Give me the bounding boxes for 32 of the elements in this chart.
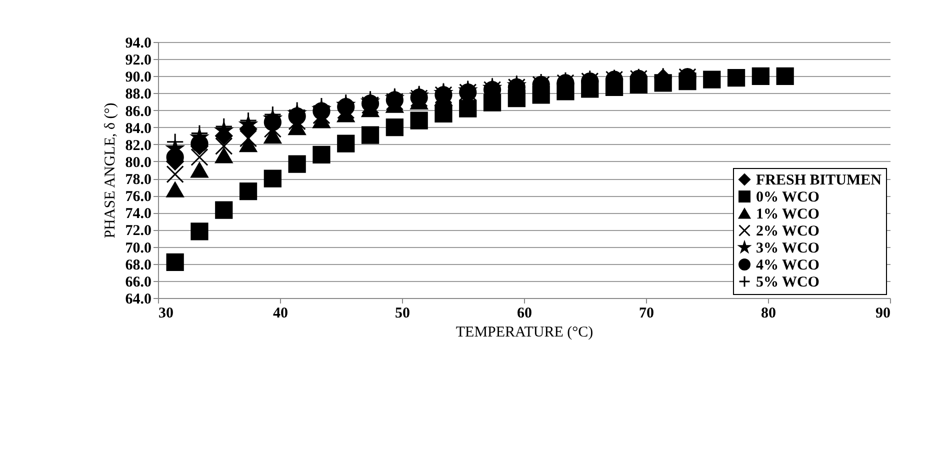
x-axis-title: TEMPERATURE (°C)	[456, 324, 594, 340]
y-tick-label: 92.0	[125, 52, 152, 69]
x-tick-label: 70	[639, 306, 654, 322]
legend-label: 3% WCO	[756, 240, 820, 256]
y-tick-label: 90.0	[125, 70, 152, 86]
x-tick-label: 60	[517, 306, 532, 322]
y-axis-title: PHASE ANGLE, δ (°)	[102, 102, 118, 238]
x-tick-label: 50	[395, 306, 410, 322]
y-tick-label: 86.0	[125, 104, 152, 120]
y-tick-label: 72.0	[125, 223, 152, 240]
legend-label: 5% WCO	[756, 274, 820, 290]
legend-label: 0% WCO	[756, 190, 820, 206]
y-tick-label: 68.0	[125, 257, 152, 274]
y-tick-label: 88.0	[125, 86, 152, 103]
x-tick-label: 40	[273, 306, 288, 322]
y-tick-label: 64.0	[125, 292, 152, 308]
legend-label: 2% WCO	[756, 224, 820, 240]
y-tick-label: 94.0	[125, 36, 152, 52]
y-tick-label: 78.0	[125, 172, 152, 188]
legend-label: FRESH BITUMEN	[756, 172, 882, 188]
y-tick-label: 82.0	[125, 138, 152, 154]
x-tick-label: 30	[158, 306, 174, 322]
y-tick-label: 66.0	[125, 274, 152, 290]
legend-label: 4% WCO	[756, 258, 820, 274]
x-tick-label: 90	[876, 306, 890, 322]
y-tick-label: 84.0	[125, 120, 152, 137]
y-tick-label: 80.0	[125, 154, 152, 171]
y-tick-label: 74.0	[125, 206, 152, 222]
legend-label: 1% WCO	[756, 206, 820, 222]
x-tick-label: 80	[761, 306, 776, 322]
y-tick-label: 70.0	[125, 240, 152, 256]
y-tick-label: 76.0	[125, 189, 152, 206]
